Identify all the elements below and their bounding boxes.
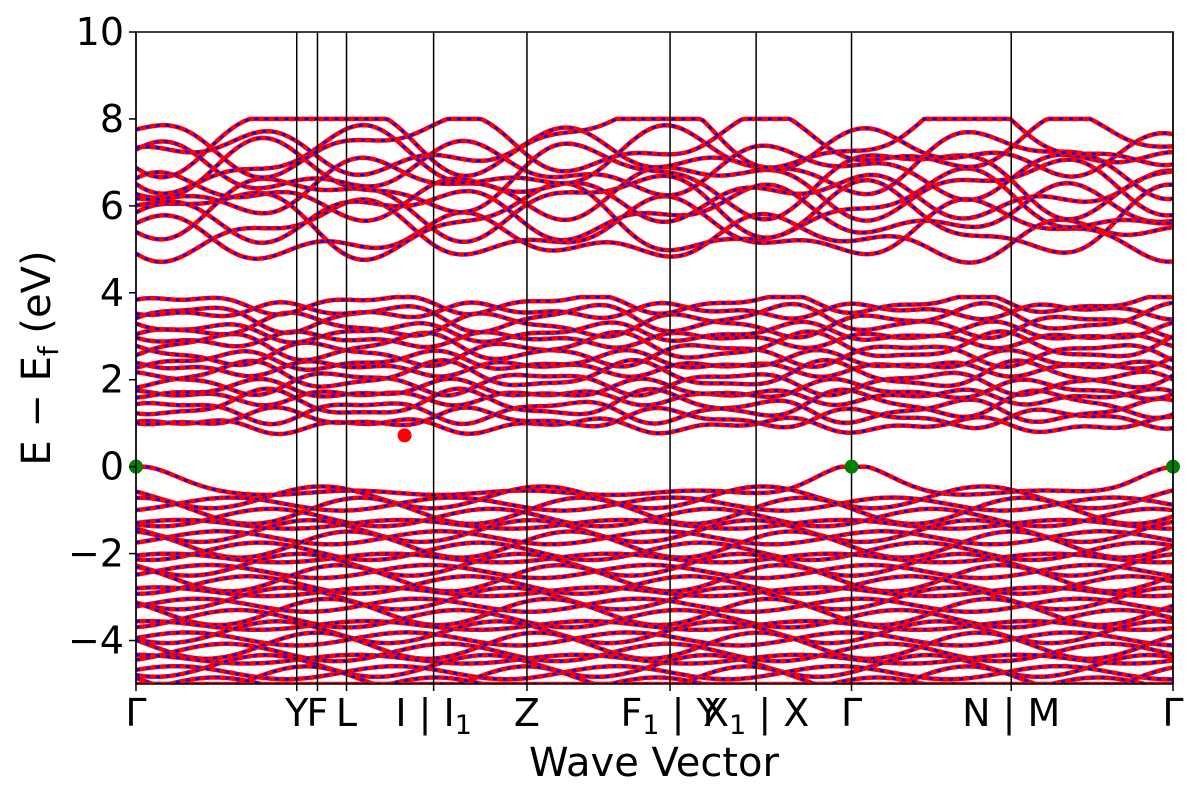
x-tick-label: Γ: [1162, 691, 1183, 735]
band-line-blue: [136, 123, 1173, 201]
x-tick-label-main: N | M: [962, 691, 1060, 736]
band-line-red: [136, 607, 1173, 630]
x-tick-label-main: X: [703, 691, 729, 735]
y-tick-label: 0: [100, 445, 124, 489]
x-tick-label: Γ: [841, 691, 862, 735]
band-line-blue: [136, 563, 1173, 580]
band-line-blue: [136, 126, 1173, 178]
band-line-blue: [136, 586, 1173, 598]
x-axis-label: Wave Vector: [529, 740, 780, 786]
band-line-blue: [136, 295, 1173, 316]
band-line-blue: [136, 169, 1173, 224]
y-axis-ticks: −4 −2 0 2 4 6 8 10: [68, 10, 136, 663]
x-tick-label-main: Γ: [1162, 691, 1183, 735]
band-line-blue: [136, 330, 1173, 350]
band-line-blue: [136, 676, 1173, 684]
x-tick-label-main: I | I: [395, 691, 454, 736]
band-line-red: [136, 135, 1173, 222]
band-line-blue: [136, 653, 1173, 665]
band-line-blue: [136, 360, 1173, 379]
x-tick-label-main: Z: [514, 691, 540, 735]
band-line-blue: [136, 330, 1173, 362]
band-line-blue: [136, 377, 1173, 401]
band-line-blue: [136, 181, 1173, 245]
x-tick-label: X1 | X: [703, 691, 809, 741]
x-tick-label-main: Γ: [125, 691, 146, 735]
x-tick-label-main: Y: [284, 691, 309, 735]
band-line-blue: [136, 597, 1173, 614]
y-tick-label: 2: [100, 358, 124, 402]
band-line-blue: [136, 530, 1173, 546]
x-tick-label: F1 | Y: [620, 691, 720, 741]
vbm-marker: [844, 459, 859, 474]
band-line-blue: [136, 117, 1173, 179]
bands-layer: [136, 116, 1173, 684]
band-line-blue: [136, 301, 1173, 335]
band-line-blue: [136, 300, 1173, 321]
x-tick-label-main: F: [620, 691, 642, 735]
band-line-red: [136, 369, 1173, 398]
band-line-blue: [136, 465, 1173, 497]
cbm-marker: [397, 428, 412, 443]
band-line-blue: [136, 387, 1173, 407]
band-line-red: [136, 664, 1173, 684]
y-axis-label-main: E − E: [14, 356, 60, 466]
band-line-red: [136, 116, 1173, 180]
x-tick-label: Z: [514, 691, 540, 735]
y-tick-label: 4: [100, 271, 124, 315]
x-tick-label: L: [336, 691, 357, 735]
y-tick-label: 6: [100, 184, 124, 228]
band-line-blue: [136, 530, 1173, 559]
x-tick-label: Y: [284, 691, 309, 735]
x-tick-label-main: L: [336, 691, 357, 735]
x-tick-label-subscript: 1: [729, 710, 746, 741]
band-line-blue: [136, 631, 1173, 660]
band-line-blue: [136, 597, 1173, 627]
y-tick-label: 8: [100, 97, 124, 141]
x-tick-label: N | M: [962, 691, 1060, 736]
y-tick-label: 10: [76, 10, 124, 54]
x-tick-label-subscript: 1: [642, 710, 659, 741]
band-line-blue: [136, 518, 1173, 530]
x-tick-label-main: Γ: [841, 691, 862, 735]
band-line-red: [136, 138, 1173, 203]
band-line-blue: [136, 653, 1173, 679]
band-line-blue: [136, 156, 1173, 222]
band-line-blue: [136, 387, 1173, 420]
band-line-blue: [136, 518, 1173, 544]
y-axis-label-subscript: f: [32, 345, 65, 356]
x-tick-label-tail: | X: [746, 691, 809, 736]
band-line-blue: [136, 167, 1173, 244]
band-line-blue: [136, 586, 1173, 611]
band-line-blue: [136, 358, 1173, 389]
band-line-blue: [136, 563, 1173, 593]
x-tick-label-main: F: [307, 691, 329, 735]
y-tick-label: −2: [68, 532, 124, 576]
x-tick-label-tail: | Y: [659, 691, 720, 736]
y-axis-label: E − Ef (eV): [14, 250, 65, 465]
band-line-blue: [136, 552, 1173, 577]
x-tick-label: I | I1: [395, 691, 472, 741]
band-line-red: [136, 340, 1173, 370]
x-tick-label: F: [307, 691, 329, 735]
band-line-blue: [136, 496, 1173, 526]
band-line-blue: [136, 320, 1173, 344]
band-line-red: [136, 210, 1173, 265]
y-tick-label: −4: [68, 619, 124, 663]
x-tick-label-subscript: 1: [455, 710, 472, 741]
x-tick-label: Γ: [125, 691, 146, 735]
band-line-blue: [136, 485, 1173, 510]
band-line-red: [136, 506, 1173, 529]
band-line-blue: [136, 311, 1173, 340]
band-line-blue: [136, 631, 1173, 647]
band-line-blue: [136, 397, 1173, 426]
y-axis-label-unit: (eV): [14, 250, 60, 346]
band-line-blue: [136, 496, 1173, 512]
band-line-blue: [136, 552, 1173, 564]
band-line-blue: [136, 406, 1173, 430]
plot-frame: [135, 31, 1174, 685]
